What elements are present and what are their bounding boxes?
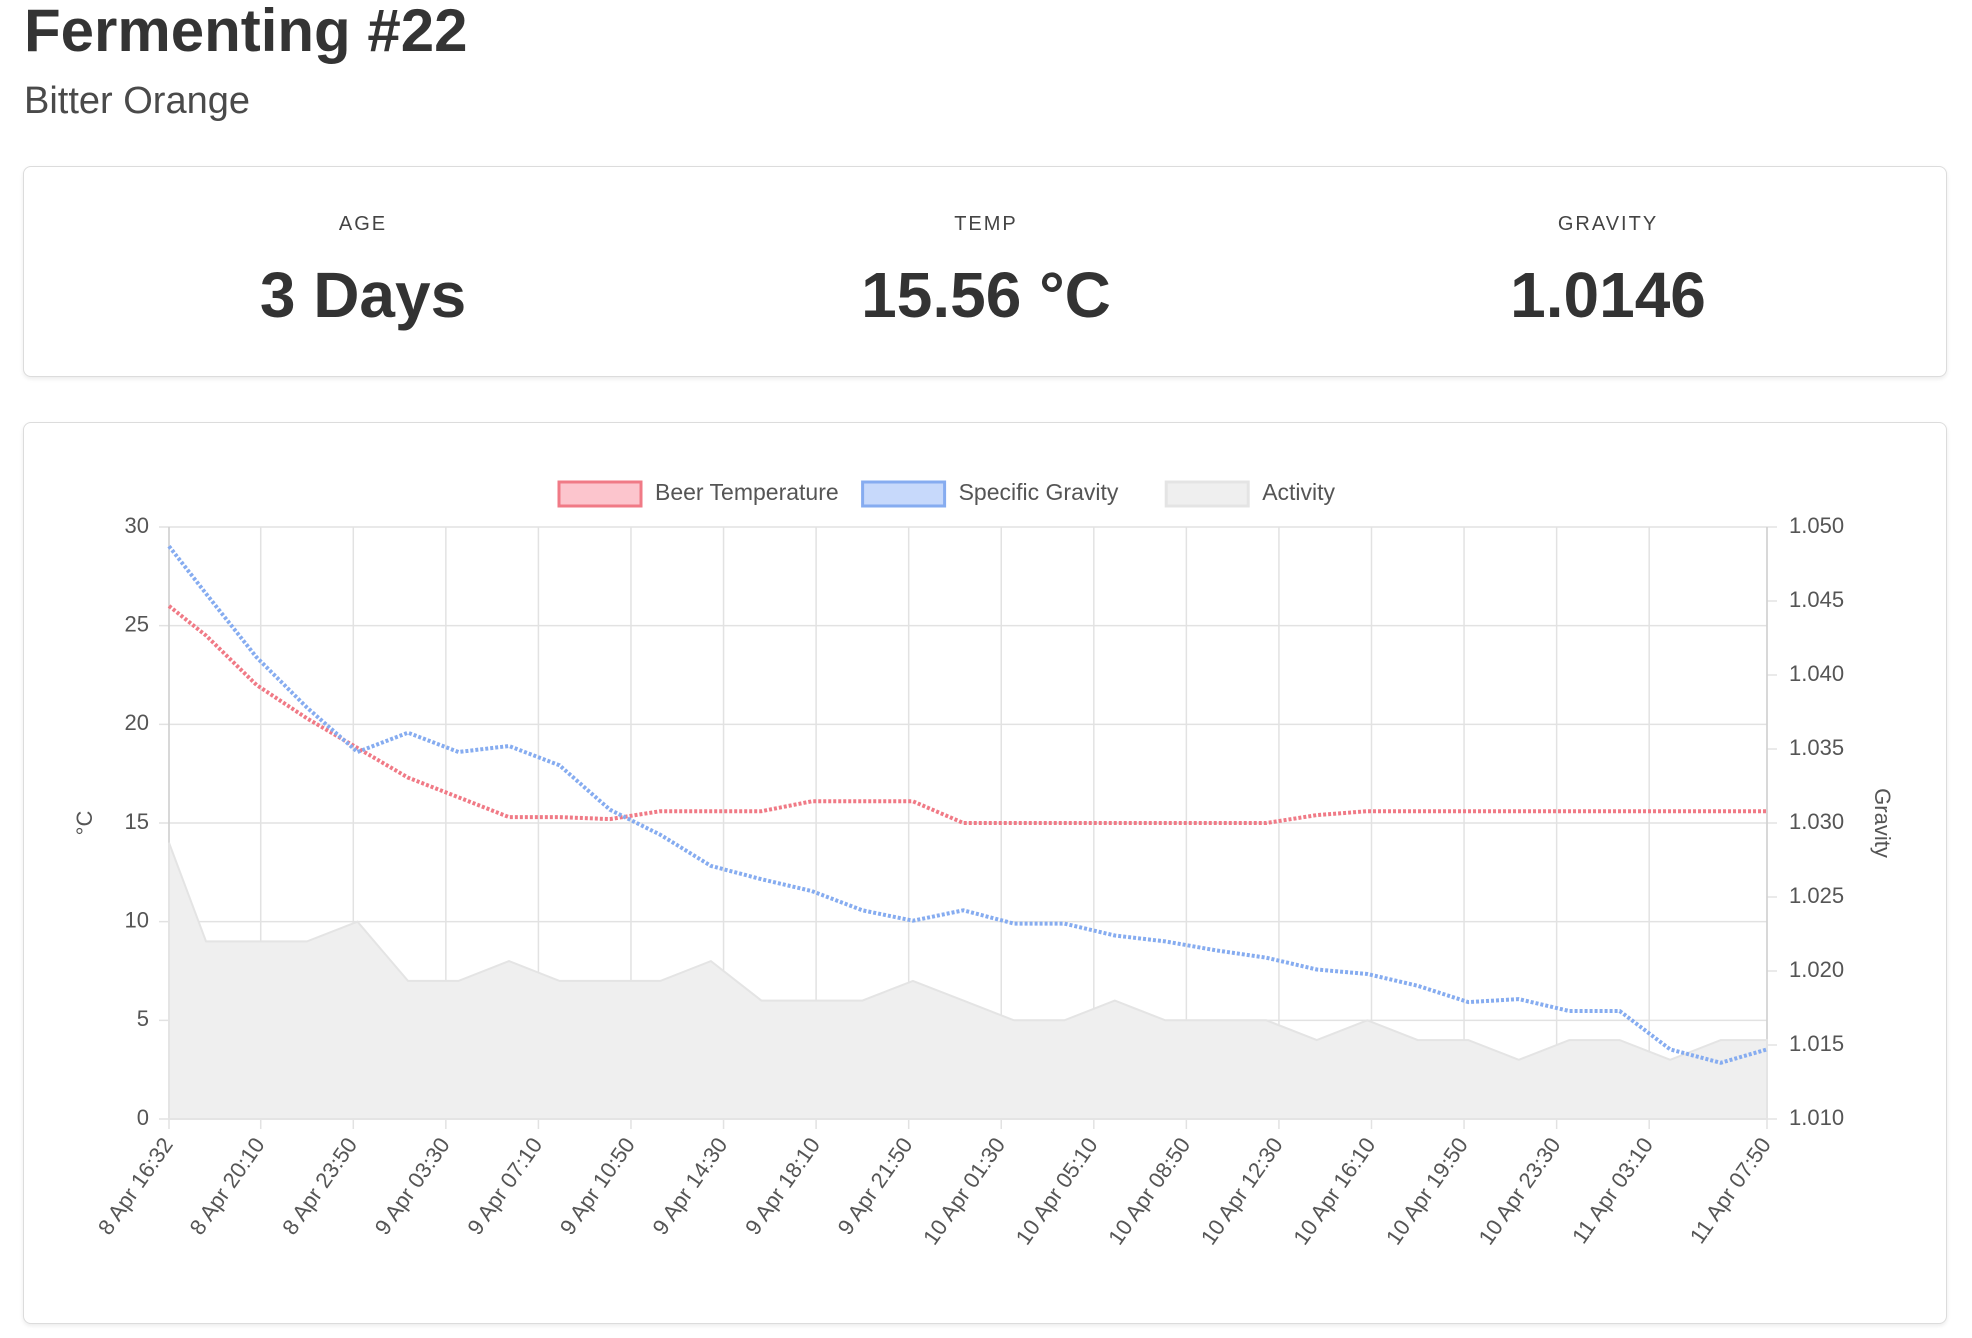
stat: AGE 3 Days: [113, 167, 613, 332]
y2-axis-title: Gravity: [1870, 788, 1895, 858]
x-tick-label: 10 Apr 23:30: [1473, 1133, 1565, 1250]
x-tick-label: 8 Apr 23:50: [277, 1133, 362, 1240]
y-tick-label: 0: [137, 1105, 149, 1130]
x-tick-label: 10 Apr 19:50: [1381, 1133, 1473, 1250]
x-tick-label: 9 Apr 03:30: [370, 1133, 455, 1240]
series-line: [167, 544, 1768, 1065]
y-tick-label: 25: [125, 611, 149, 636]
series-line: [167, 604, 1767, 825]
x-tick-label: 10 Apr 05:10: [1011, 1133, 1103, 1250]
y2-tick-label: 1.010: [1789, 1105, 1844, 1130]
y2-tick-label: 1.020: [1789, 957, 1844, 982]
stat: TEMP 15.56 °C: [736, 167, 1236, 332]
activity-area: [168, 842, 1768, 1120]
x-tick-label: 10 Apr 12:30: [1196, 1133, 1288, 1250]
stat-value: 1.0146: [1510, 259, 1706, 331]
y-tick-label: 5: [137, 1006, 149, 1031]
x-tick-label: 10 Apr 16:10: [1288, 1133, 1380, 1250]
legend-swatch: [1164, 480, 1250, 508]
y2-tick-label: 1.025: [1789, 883, 1844, 908]
legend-label: Beer Temperature: [655, 479, 839, 505]
stat-label: GRAVITY: [1557, 213, 1659, 235]
page-subtitle: Bitter Orange: [24, 80, 250, 122]
x-tick-label: 9 Apr 07:10: [462, 1133, 547, 1240]
y2-tick-label: 1.040: [1789, 661, 1844, 686]
x-tick-label: 11 Apr 07:50: [1685, 1133, 1776, 1248]
y-tick-label: 10: [125, 907, 149, 932]
y-tick-label: 20: [125, 710, 149, 735]
legend-swatch: [557, 480, 643, 508]
y-tick-label: 30: [125, 513, 149, 538]
x-tick-label: 9 Apr 10:50: [555, 1133, 640, 1240]
chart-card: [23, 422, 1947, 1324]
legend-swatch: [861, 480, 947, 508]
x-tick-label: 11 Apr 03:10: [1567, 1133, 1658, 1248]
legend-label: Activity: [1262, 479, 1335, 505]
x-tick-label: 9 Apr 21:50: [832, 1133, 917, 1240]
stat-value: 3 Days: [259, 259, 467, 331]
stat-label: AGE: [338, 213, 388, 235]
stats-card: AGE 3 Days TEMP 15.56 °C GRAVITY 1.0146: [23, 166, 1947, 377]
x-tick-label: 9 Apr 18:10: [740, 1133, 825, 1240]
y-axis-title: °C: [72, 811, 97, 836]
x-tick-label: 9 Apr 14:30: [647, 1133, 732, 1240]
legend-label: Specific Gravity: [959, 479, 1119, 505]
x-tick-label: 10 Apr 08:50: [1103, 1133, 1195, 1250]
y2-tick-label: 1.030: [1789, 809, 1844, 834]
y2-tick-label: 1.035: [1789, 735, 1844, 760]
y-tick-label: 15: [125, 809, 149, 834]
x-tick-label: 10 Apr 01:30: [918, 1133, 1010, 1250]
y2-tick-label: 1.045: [1789, 587, 1844, 612]
y2-tick-label: 1.015: [1789, 1031, 1844, 1056]
x-tick-label: 8 Apr 20:10: [185, 1133, 270, 1240]
stat-label: TEMP: [954, 213, 1018, 235]
y2-tick-label: 1.050: [1789, 513, 1844, 538]
stat-value: 15.56 °C: [861, 259, 1111, 331]
page-title: Fermenting #22: [24, 0, 468, 64]
stat: GRAVITY 1.0146: [1358, 167, 1858, 332]
x-tick-label: 8 Apr 16:32: [93, 1133, 178, 1240]
